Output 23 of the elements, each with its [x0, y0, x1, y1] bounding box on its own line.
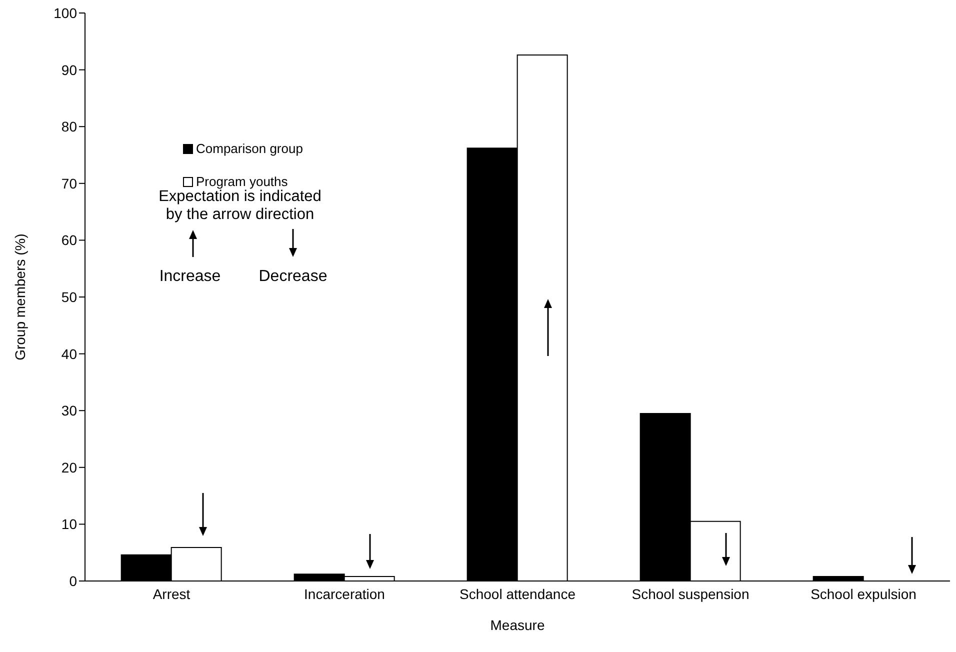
legend-label: Comparison group — [196, 141, 303, 156]
y-tick-label: 60 — [61, 232, 78, 248]
annotation: Decrease — [258, 268, 328, 286]
y-tick-label: 0 — [69, 572, 78, 589]
legend-label: Program youths — [196, 174, 288, 189]
y-tick-label: 50 — [61, 288, 78, 305]
x-tick-label: Incarceration — [304, 586, 385, 602]
y-tick-label: 30 — [61, 402, 78, 419]
annotation: Expectation is indicated by the arrow direction — [158, 188, 322, 224]
y-tick-label: 70 — [61, 175, 78, 192]
x-tick-label: School suspension — [632, 586, 750, 602]
x-tick-label: School expulsion — [810, 586, 916, 602]
y-tick-label: 40 — [61, 346, 78, 362]
y-tick-label: 80 — [61, 118, 78, 135]
x-tick-label: School attendance — [460, 586, 576, 602]
y-tick-label: 100 — [54, 4, 78, 21]
annotation: Increase — [158, 268, 222, 286]
y-tick-label: 90 — [61, 62, 78, 78]
x-tick-label: Arrest — [152, 586, 190, 602]
y-tick-label: 20 — [61, 459, 78, 476]
y-axis-title: Group members (%) — [12, 234, 28, 360]
y-tick-label: 10 — [61, 516, 78, 532]
x-axis-title: Measure — [490, 617, 545, 633]
